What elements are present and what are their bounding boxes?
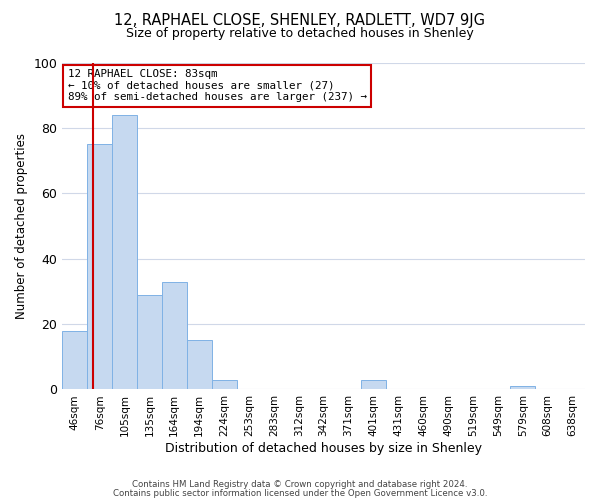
- Bar: [212, 380, 236, 390]
- Bar: [162, 282, 187, 390]
- Text: Contains HM Land Registry data © Crown copyright and database right 2024.: Contains HM Land Registry data © Crown c…: [132, 480, 468, 489]
- Text: 12, RAPHAEL CLOSE, SHENLEY, RADLETT, WD7 9JG: 12, RAPHAEL CLOSE, SHENLEY, RADLETT, WD7…: [115, 12, 485, 28]
- Y-axis label: Number of detached properties: Number of detached properties: [15, 133, 28, 319]
- Text: 12 RAPHAEL CLOSE: 83sqm
← 10% of detached houses are smaller (27)
89% of semi-de: 12 RAPHAEL CLOSE: 83sqm ← 10% of detache…: [68, 69, 367, 102]
- Bar: [361, 380, 386, 390]
- Bar: [137, 294, 162, 390]
- Text: Size of property relative to detached houses in Shenley: Size of property relative to detached ho…: [126, 28, 474, 40]
- Bar: [87, 144, 112, 390]
- Bar: [62, 330, 87, 390]
- Text: Contains public sector information licensed under the Open Government Licence v3: Contains public sector information licen…: [113, 488, 487, 498]
- Bar: [187, 340, 212, 390]
- X-axis label: Distribution of detached houses by size in Shenley: Distribution of detached houses by size …: [165, 442, 482, 455]
- Bar: [511, 386, 535, 390]
- Bar: [112, 115, 137, 390]
